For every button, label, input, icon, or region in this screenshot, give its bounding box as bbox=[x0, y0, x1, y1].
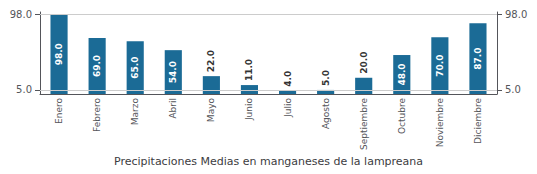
svg-text:5.0: 5.0 bbox=[505, 84, 521, 95]
svg-text:Agosto: Agosto bbox=[321, 98, 331, 130]
svg-text:Marzo: Marzo bbox=[130, 98, 140, 126]
svg-text:Diciembre: Diciembre bbox=[473, 98, 483, 144]
svg-text:Noviembre: Noviembre bbox=[435, 98, 445, 148]
svg-text:4.0: 4.0 bbox=[283, 71, 293, 87]
svg-text:98.0: 98.0 bbox=[10, 9, 32, 20]
svg-text:48.0: 48.0 bbox=[397, 63, 407, 85]
svg-text:98.0: 98.0 bbox=[54, 43, 64, 65]
svg-text:22.0: 22.0 bbox=[206, 50, 216, 72]
svg-text:Septiembre: Septiembre bbox=[359, 98, 369, 151]
svg-text:Junio: Junio bbox=[244, 98, 254, 122]
svg-text:Julio: Julio bbox=[283, 98, 293, 118]
svg-text:65.0: 65.0 bbox=[130, 57, 140, 79]
svg-text:Precipitaciones Medias en mang: Precipitaciones Medias en manganeses de … bbox=[114, 155, 423, 168]
svg-text:69.0: 69.0 bbox=[92, 55, 102, 77]
svg-text:54.0: 54.0 bbox=[168, 61, 178, 83]
svg-text:Enero: Enero bbox=[54, 98, 64, 124]
svg-text:98.0: 98.0 bbox=[505, 9, 527, 20]
svg-text:11.0: 11.0 bbox=[244, 59, 254, 81]
svg-text:5.0: 5.0 bbox=[16, 84, 32, 95]
svg-text:Abril: Abril bbox=[168, 98, 178, 119]
svg-text:87.0: 87.0 bbox=[473, 48, 483, 70]
svg-text:Mayo: Mayo bbox=[206, 98, 216, 123]
svg-text:Febrero: Febrero bbox=[92, 98, 102, 132]
svg-text:70.0: 70.0 bbox=[435, 54, 445, 76]
svg-text:20.0: 20.0 bbox=[359, 52, 369, 74]
svg-text:Octubre: Octubre bbox=[397, 98, 407, 134]
svg-text:5.0: 5.0 bbox=[321, 70, 331, 86]
